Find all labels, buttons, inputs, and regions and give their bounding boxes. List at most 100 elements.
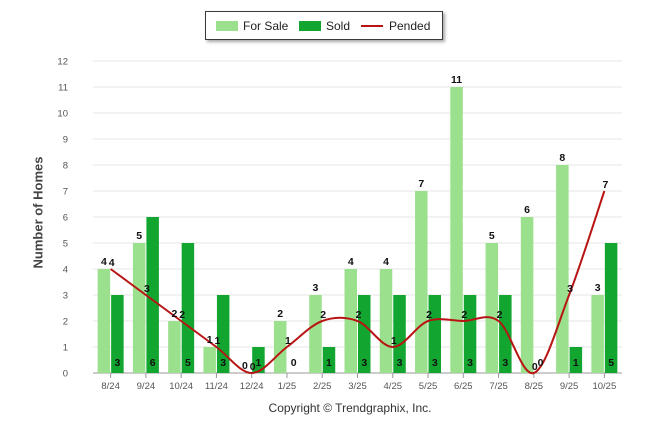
bar-sold [146,217,159,373]
legend[interactable]: For Sale Sold Pended [205,11,443,40]
data-label-pended: 3 [567,283,573,295]
bar-for-sale [415,191,428,373]
x-tick-label: 8/25 [525,381,544,392]
data-label-pended: 0 [532,361,538,373]
y-tick-label: 1 [63,343,68,354]
bar-for-sale [485,243,499,373]
legend-item-sold[interactable]: Sold [299,12,350,39]
x-tick-label: 3/25 [348,381,367,392]
data-label-for-sale: 4 [348,256,354,268]
x-tick-label: 1/25 [278,381,297,392]
data-label-sold: 1 [326,357,332,369]
data-label-sold: 0 [538,357,544,369]
bar-for-sale [520,217,534,373]
x-tick-label: 8/24 [101,381,120,392]
data-label-sold: 3 [502,357,508,369]
y-tick-label: 11 [58,83,68,94]
data-label-for-sale: 4 [101,256,107,268]
data-label-pended: 2 [179,309,185,321]
data-label-pended: 0 [250,361,256,373]
legend-swatch-for-sale [216,20,238,31]
x-tick-label: 11/24 [205,381,228,392]
data-label-for-sale: 4 [383,256,389,268]
bar-for-sale [450,87,463,373]
x-tick-label: 10/24 [169,381,193,392]
data-label-sold: 5 [185,357,191,369]
data-label-sold: 5 [608,357,614,369]
data-label-for-sale: 3 [313,282,319,294]
data-label-for-sale: 5 [136,230,142,242]
bar-sold [181,243,195,373]
x-tick-label: 7/25 [489,381,508,392]
data-label-pended: 4 [109,257,115,269]
data-label-for-sale: 2 [277,308,283,320]
legend-item-pended[interactable]: Pended [361,12,430,39]
y-tick-label: 12 [57,57,68,68]
data-label-pended: 2 [461,309,467,321]
data-label-sold: 3 [114,357,120,369]
bar-sold [569,347,583,373]
y-tick-label: 6 [63,213,68,224]
data-label-sold: 6 [150,357,156,369]
copyright-text: Copyright © Trendgraphix, Inc. [268,401,432,415]
bar-sold [216,295,230,373]
data-label-for-sale: 2 [171,308,177,320]
legend-item-for-sale[interactable]: For Sale [216,12,288,39]
y-tick-label: 4 [63,265,68,276]
legend-swatch-sold [299,20,321,31]
data-label-for-sale: 8 [559,152,565,164]
bar-sold [358,295,371,373]
data-label-pended: 3 [144,283,150,295]
bar-sold [252,347,265,373]
bar-sold [463,295,477,373]
y-tick-label: 7 [63,187,68,198]
bar-for-sale [309,295,322,373]
y-tick-label: 0 [63,369,68,380]
bar-for-sale [556,165,569,373]
legend-line-pended [361,24,383,27]
data-label-pended: 2 [356,309,362,321]
bar-sold [393,295,406,373]
data-label-for-sale: 3 [595,282,601,294]
data-label-sold: 1 [256,357,262,369]
data-label-pended: 2 [320,309,326,321]
data-label-for-sale: 5 [489,230,495,242]
y-tick-label: 5 [63,239,68,250]
x-tick-label: 5/25 [419,381,438,392]
y-tick-label: 2 [63,317,68,328]
bar-sold [322,347,336,373]
bar-sold [111,295,124,373]
data-label-pended: 2 [426,309,432,321]
data-label-pended: 2 [497,309,503,321]
data-label-pended: 7 [602,179,608,191]
data-label-sold: 3 [432,357,438,369]
data-label-sold: 3 [361,357,367,369]
data-label-for-sale: 7 [418,178,424,190]
bar-for-sale [132,243,146,373]
data-label-pended: 1 [285,335,291,347]
bar-for-sale [591,295,604,373]
data-label-for-sale: 1 [207,334,213,346]
data-label-pended: 1 [391,335,397,347]
data-label-for-sale: 0 [242,360,248,372]
x-tick-label: 6/25 [454,381,473,392]
x-tick-label: 10/25 [592,381,616,392]
data-label-for-sale: 11 [451,74,462,86]
bar-for-sale [168,321,181,373]
bar-sold [428,295,442,373]
legend-label-for-sale: For Sale [243,18,289,33]
bar-sold [499,295,512,373]
bar-for-sale [344,269,357,373]
x-tick-label: 12/24 [240,381,264,392]
y-tick-label: 8 [63,161,68,172]
bar-for-sale [97,269,111,373]
data-label-sold: 3 [397,357,403,369]
legend-label-sold: Sold [326,18,351,33]
line-pended [110,190,606,375]
legend-label-pended: Pended [389,18,431,33]
x-tick-label: 9/24 [137,381,156,392]
bar-sold [604,243,618,373]
data-label-sold: 1 [573,357,579,369]
